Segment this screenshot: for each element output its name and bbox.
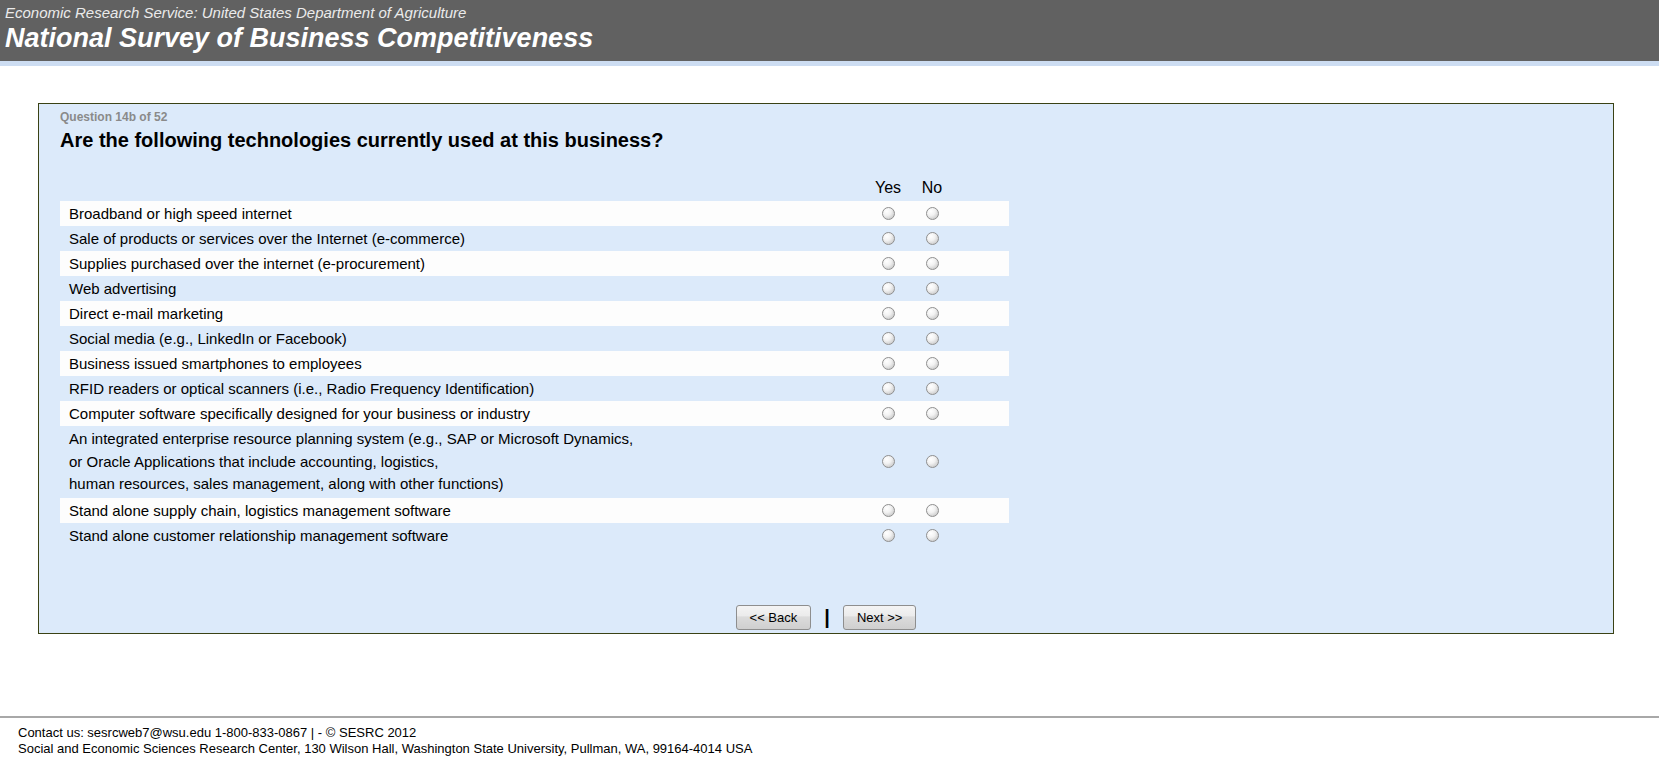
yes-radio[interactable] xyxy=(882,232,895,245)
question-progress: Question 14b of 52 xyxy=(60,110,1613,124)
next-button[interactable]: Next >> xyxy=(843,605,917,630)
question-title: Are the following technologies currently… xyxy=(60,129,1613,152)
footer-address-line: Social and Economic Sciences Research Ce… xyxy=(18,741,1659,757)
table-row: Web advertising xyxy=(60,276,1009,301)
no-radio[interactable] xyxy=(926,332,939,345)
row-label: Broadband or high speed internet xyxy=(60,201,866,226)
table-row: Stand alone supply chain, logistics mana… xyxy=(60,498,1009,523)
table-row: Business issued smartphones to employees xyxy=(60,351,1009,376)
yes-radio[interactable] xyxy=(882,504,895,517)
yes-radio[interactable] xyxy=(882,455,895,468)
yes-radio[interactable] xyxy=(882,357,895,370)
table-row: RFID readers or optical scanners (i.e., … xyxy=(60,376,1009,401)
no-radio[interactable] xyxy=(926,232,939,245)
yes-cell xyxy=(866,282,910,295)
no-radio[interactable] xyxy=(926,282,939,295)
table-row: Sale of products or services over the In… xyxy=(60,226,1009,251)
no-cell xyxy=(910,407,954,420)
no-radio[interactable] xyxy=(926,504,939,517)
back-button[interactable]: << Back xyxy=(736,605,812,630)
yes-cell xyxy=(866,357,910,370)
no-radio[interactable] xyxy=(926,207,939,220)
row-label: Web advertising xyxy=(60,276,866,301)
row-label: Supplies purchased over the internet (e-… xyxy=(60,251,866,276)
row-label: Computer software specifically designed … xyxy=(60,401,866,426)
no-cell xyxy=(910,529,954,542)
yes-radio[interactable] xyxy=(882,407,895,420)
question-grid-rows: Broadband or high speed internet Sale of… xyxy=(60,201,1009,548)
row-label: Business issued smartphones to employees xyxy=(60,351,866,376)
question-grid: Yes No Broadband or high speed internet … xyxy=(60,175,1009,548)
row-label: An integrated enterprise resource planni… xyxy=(60,428,866,496)
no-cell xyxy=(910,207,954,220)
table-row: Stand alone customer relationship manage… xyxy=(60,523,1009,548)
yes-cell xyxy=(866,232,910,245)
button-separator: | xyxy=(824,605,830,630)
yes-cell xyxy=(866,382,910,395)
no-radio[interactable] xyxy=(926,357,939,370)
row-label: Stand alone customer relationship manage… xyxy=(60,523,866,548)
no-column-header: No xyxy=(910,179,954,197)
no-radio[interactable] xyxy=(926,307,939,320)
yes-cell xyxy=(866,407,910,420)
yes-cell xyxy=(866,504,910,517)
no-cell xyxy=(910,357,954,370)
agency-name: Economic Research Service: United States… xyxy=(5,3,1659,22)
yes-cell xyxy=(866,529,910,542)
yes-cell xyxy=(866,455,910,468)
yes-radio[interactable] xyxy=(882,382,895,395)
yes-cell xyxy=(866,307,910,320)
row-label: Direct e-mail marketing xyxy=(60,301,866,326)
table-row: Direct e-mail marketing xyxy=(60,301,1009,326)
no-cell xyxy=(910,232,954,245)
table-row: Supplies purchased over the internet (e-… xyxy=(60,251,1009,276)
no-cell xyxy=(910,332,954,345)
navigation-buttons: << Back | Next >> xyxy=(39,605,1613,630)
yes-radio[interactable] xyxy=(882,332,895,345)
row-label: Sale of products or services over the In… xyxy=(60,226,866,251)
no-cell xyxy=(910,455,954,468)
yes-cell xyxy=(866,207,910,220)
table-row: An integrated enterprise resource planni… xyxy=(60,426,1009,498)
yes-radio[interactable] xyxy=(882,207,895,220)
no-radio[interactable] xyxy=(926,382,939,395)
footer-contact-line: Contact us: sesrcweb7@wsu.edu 1-800-833-… xyxy=(18,725,1659,741)
accent-strip xyxy=(0,61,1659,66)
no-cell xyxy=(910,257,954,270)
yes-radio[interactable] xyxy=(882,257,895,270)
masthead: Economic Research Service: United States… xyxy=(0,0,1659,61)
row-label: Social media (e.g., LinkedIn or Facebook… xyxy=(60,326,866,351)
no-radio[interactable] xyxy=(926,455,939,468)
table-row: Broadband or high speed internet xyxy=(60,201,1009,226)
no-radio[interactable] xyxy=(926,257,939,270)
yes-radio[interactable] xyxy=(882,307,895,320)
row-label: RFID readers or optical scanners (i.e., … xyxy=(60,376,866,401)
column-headers: Yes No xyxy=(60,175,1009,201)
no-radio[interactable] xyxy=(926,407,939,420)
question-panel: Question 14b of 52 Are the following tec… xyxy=(38,103,1614,634)
table-row: Computer software specifically designed … xyxy=(60,401,1009,426)
no-radio[interactable] xyxy=(926,529,939,542)
survey-title: National Survey of Business Competitiven… xyxy=(5,22,1659,55)
table-row: Social media (e.g., LinkedIn or Facebook… xyxy=(60,326,1009,351)
yes-cell xyxy=(866,332,910,345)
no-cell xyxy=(910,504,954,517)
no-cell xyxy=(910,307,954,320)
row-label: Stand alone supply chain, logistics mana… xyxy=(60,498,866,523)
yes-radio[interactable] xyxy=(882,282,895,295)
yes-column-header: Yes xyxy=(866,179,910,197)
no-cell xyxy=(910,282,954,295)
yes-cell xyxy=(866,257,910,270)
no-cell xyxy=(910,382,954,395)
yes-radio[interactable] xyxy=(882,529,895,542)
page-footer: Contact us: sesrcweb7@wsu.edu 1-800-833-… xyxy=(0,716,1659,757)
